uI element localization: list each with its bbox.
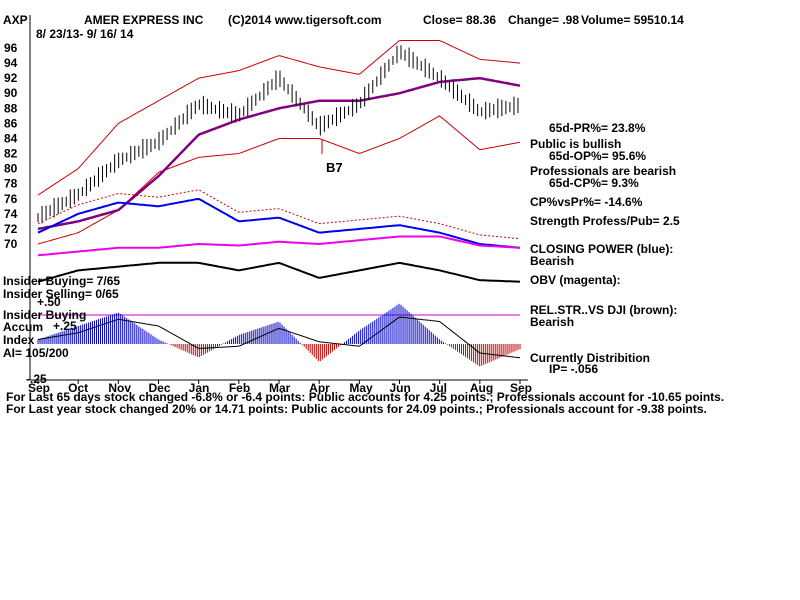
accum-label: Accum <box>3 320 44 334</box>
copyright: (C)2014 www.tigersoft.com <box>228 13 382 27</box>
moving-average-line <box>37 76 521 231</box>
x-tick-label: Sep <box>510 381 532 395</box>
obv-line <box>37 235 521 257</box>
signal-b7: B7 <box>326 160 343 175</box>
strength-text: Strength Profess/Pub= 2.5 <box>530 214 680 228</box>
y-tick-label: 80 <box>4 162 18 176</box>
y-tick-label: 96 <box>4 41 18 55</box>
y-tick-label: 78 <box>4 177 18 191</box>
cp-vs-pr-text: CP%vsPr%= -14.6% <box>530 195 643 209</box>
accum-plus25: +.25 <box>53 319 77 333</box>
close-value: Close= 88.36 <box>423 13 497 27</box>
closing-power-line <box>37 197 521 249</box>
date-range: 8/ 23/13- 9/ 16/ 14 <box>36 27 134 41</box>
rel-str-label: REL.STR..VS DJI (brown): <box>530 303 678 317</box>
y-tick-label: 90 <box>4 86 18 100</box>
insider-buying-top: Insider Buying= 7/65 <box>3 274 121 288</box>
rel-str-state: Bearish <box>530 315 575 329</box>
insider-buying-label: Insider Buying <box>3 308 87 322</box>
y-tick-label: 76 <box>4 192 18 206</box>
x-tick-label: Jun <box>390 381 411 395</box>
index-label: Index <box>3 333 35 347</box>
y-tick-label: 84 <box>4 131 18 145</box>
distribution-label: Currently Distribition <box>530 351 651 365</box>
y-tick-label: 92 <box>4 71 18 85</box>
closing-power-ma-line <box>37 189 521 240</box>
pr-text: 65d-PR%= 23.8% <box>549 121 646 135</box>
y-tick-label: 86 <box>4 116 18 130</box>
rel-str-line <box>37 261 521 283</box>
footer-last-year: For Last year stock changed 20% or 14.71… <box>6 402 707 416</box>
chart-marks <box>37 40 521 367</box>
volume-value: Volume= 59510.14 <box>581 13 684 27</box>
x-tick-label: Feb <box>229 381 250 395</box>
upper-band-line <box>37 40 521 196</box>
x-tick-label: Jan <box>189 381 210 395</box>
x-tick-label: Apr <box>309 381 330 395</box>
y-tick-label: 70 <box>4 237 18 251</box>
y-tick-label: 72 <box>4 222 18 236</box>
ip-value: IP= -.056 <box>549 362 599 376</box>
x-tick-label: Oct <box>68 381 88 395</box>
x-tick-label: Aug <box>470 381 493 395</box>
x-tick-label: Sep <box>28 381 50 395</box>
x-tick-label: Mar <box>269 381 291 395</box>
obv-label: OBV (magenta): <box>530 273 621 287</box>
y-tick-label: 82 <box>4 147 18 161</box>
company-name: AMER EXPRESS INC <box>84 13 204 27</box>
insider-selling: Insider Selling= 0/65 <box>3 287 119 301</box>
x-tick-label: Dec <box>149 381 171 395</box>
ticker: AXP <box>3 13 28 27</box>
accum-ma-line <box>37 316 521 359</box>
accum-plus50: +.50 <box>37 295 61 309</box>
ai-value: AI= 105/200 <box>3 346 69 360</box>
professionals-bearish-text: Professionals are bearish <box>530 164 677 178</box>
footer-65-days: For Last 65 days stock changed -6.8% or … <box>6 390 725 404</box>
closing-power-label: CLOSING POWER (blue): <box>530 242 674 256</box>
op-text: 65d-OP%= 95.6% <box>549 149 647 163</box>
x-tick-label: Jul <box>430 381 447 395</box>
x-tick-label: May <box>349 381 373 395</box>
public-bullish-text: Public is bullish <box>530 137 622 151</box>
y-tick-label: 88 <box>4 101 18 115</box>
y-tick-label: 74 <box>4 207 18 221</box>
closing-power-state: Bearish <box>530 254 575 268</box>
accum-minus25: -.25 <box>26 372 47 386</box>
cp-text: 65d-CP%= 9.3% <box>549 176 639 190</box>
change-value: Change= .98 <box>508 13 580 27</box>
y-tick-label: 94 <box>4 56 18 70</box>
x-tick-label: Nov <box>108 381 131 395</box>
lower-band-line <box>37 115 521 245</box>
